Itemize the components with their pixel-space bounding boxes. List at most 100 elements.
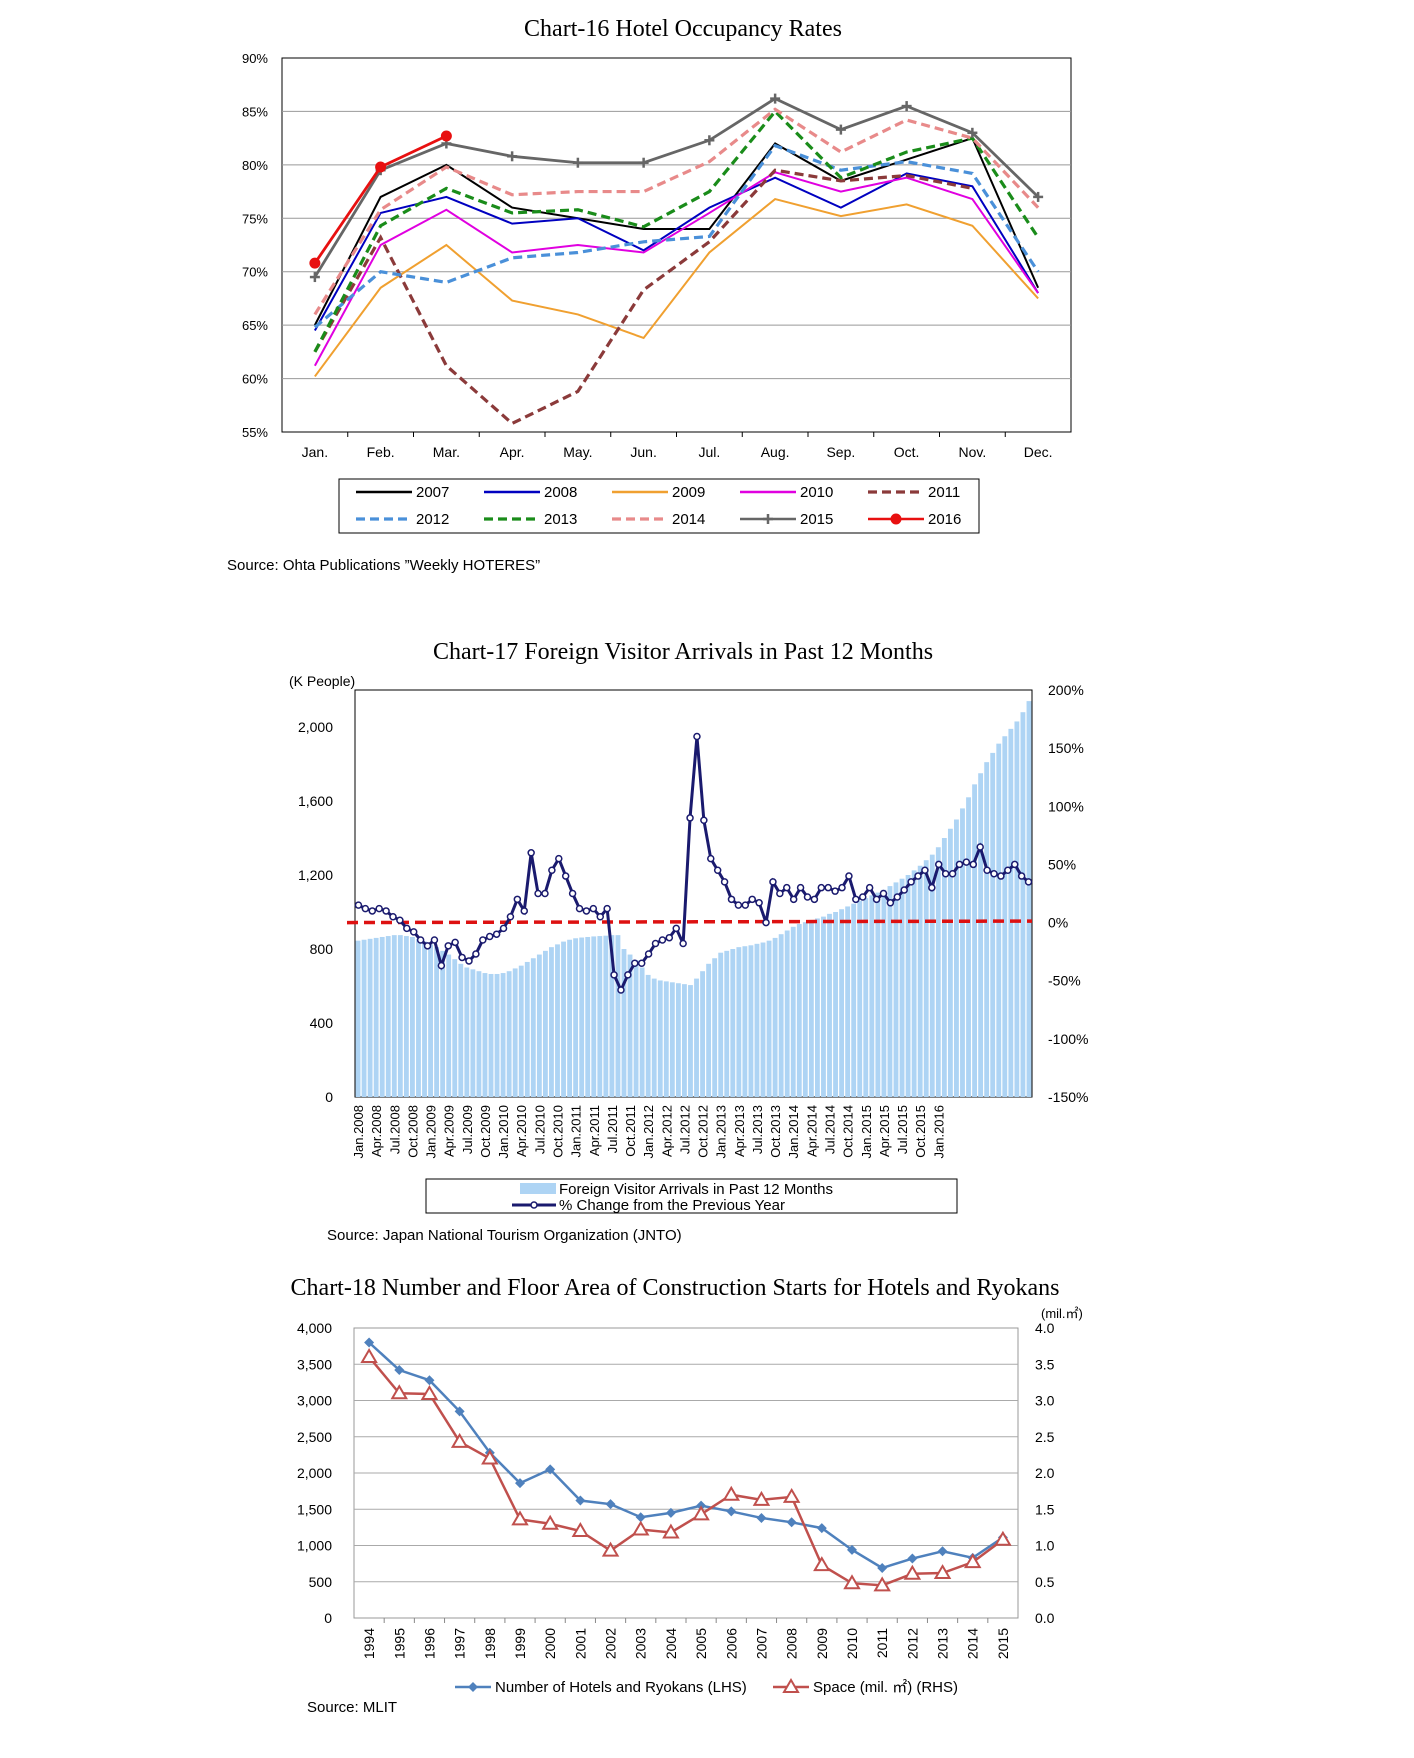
chart-17-bar	[591, 936, 597, 1097]
chart-18-x-tick-label: 2005	[693, 1628, 709, 1659]
chart-17-data-point	[541, 889, 549, 898]
chart-17-data-point	[472, 950, 480, 958]
chart-18-right-tick-label: 3.5	[1035, 1356, 1055, 1372]
chart-17-data-point	[769, 878, 777, 886]
chart-17-bar	[766, 940, 772, 1097]
chart-17-bar	[700, 971, 705, 1097]
chart-17-data-point	[810, 895, 819, 904]
chart-17-bar	[482, 973, 488, 1097]
chart-17-bar	[403, 936, 409, 1097]
chart-17-bar	[772, 937, 778, 1097]
chart-16-x-tick-label: Jun.	[630, 444, 656, 460]
chart-18-data-point	[816, 1523, 827, 1534]
chart-18-data-point	[450, 1432, 469, 1448]
chart-17-data-point	[859, 893, 867, 901]
chart-17-bar	[857, 900, 863, 1097]
chart-17-data-point	[561, 872, 570, 880]
chart-17-bar	[978, 773, 984, 1097]
chart-16-data-point	[770, 93, 781, 104]
chart-16-legend-label: 2009	[672, 484, 705, 501]
chart-17-bar	[530, 958, 536, 1097]
chart-16-legend	[338, 478, 980, 534]
chart-16-data-point	[967, 127, 978, 138]
chart-17-bar	[833, 912, 838, 1097]
chart-18-x-tick-label: 2002	[603, 1628, 619, 1659]
chart-18-x-tick-label: 1994	[361, 1628, 377, 1659]
chart-17-data-point	[796, 883, 805, 892]
chart-18-data-point	[726, 1506, 737, 1517]
chart-17-data-point	[658, 936, 667, 944]
chart-17-bar	[621, 949, 627, 1097]
chart-17-legend	[425, 1178, 958, 1214]
chart-17-bar	[597, 936, 603, 1097]
chart-16-legend-label: 2013	[544, 511, 577, 528]
chart-16-data-point	[507, 151, 518, 162]
chart-17-data-point	[354, 901, 363, 909]
chart-16-y-tick-label: 85%	[242, 104, 268, 119]
chart-17-data-point	[962, 858, 971, 866]
chart-17-data-point	[783, 883, 791, 892]
chart-17-x-tick-label: Apr.2008	[369, 1105, 384, 1157]
chart-17-bar	[947, 828, 953, 1097]
chart-17-data-point	[976, 843, 984, 851]
chart-17-x-tick-label: Apr.2015	[877, 1105, 892, 1157]
chart-16-legend-label: 2012	[416, 511, 449, 528]
chart-17-bar	[361, 939, 367, 1097]
chart-17-bar	[796, 924, 802, 1097]
chart-17-data-point	[1017, 872, 1026, 880]
chart-17-data-point	[382, 907, 390, 915]
chart-17-x-tick-label: Jan.2011	[569, 1105, 584, 1158]
chart-17-x-tick-label: Oct.2012	[696, 1105, 711, 1158]
chart-18-x-tick-label: 1997	[452, 1628, 468, 1659]
chart-17-x-tick-label: Oct.2013	[768, 1105, 783, 1158]
chart-18-right-tick-label: 0.0	[1035, 1610, 1055, 1626]
chart-17-left-tick-label: 800	[310, 941, 334, 957]
chart-16-series-line	[313, 107, 1040, 316]
chart-17-bar	[458, 963, 464, 1097]
chart-17-bar	[821, 916, 826, 1097]
chart-17-data-point	[361, 904, 370, 913]
chart-18-data-point	[575, 1495, 586, 1506]
chart-17-data-point	[948, 869, 957, 878]
chart-17-legend-line-label: % Change from the Previous Year	[559, 1197, 785, 1214]
chart-17-right-tick-label: -50%	[1048, 973, 1081, 989]
chart-16-legend-label: 2015	[800, 511, 833, 528]
chart-17-zero-line	[346, 919, 1033, 925]
chart-17-x-tick-label: Jan.2015	[859, 1105, 874, 1159]
chart-17-bar	[724, 950, 730, 1097]
chart-17-bar	[851, 903, 857, 1097]
chart-18-data-point	[994, 1530, 1012, 1546]
chart-17-bar	[1008, 728, 1014, 1097]
chart-17-bar	[579, 937, 585, 1097]
chart-17-data-point	[409, 928, 418, 936]
chart-17-bar	[718, 952, 724, 1097]
chart-17-data-point	[1024, 878, 1033, 886]
chart-17-bar	[397, 935, 403, 1097]
chart-17-x-tick-label: Apr.2013	[732, 1105, 747, 1157]
chart-17-x-tick-label: Jan.2010	[496, 1105, 511, 1159]
chart-18-data-point	[662, 1523, 680, 1539]
chart-17-data-point	[831, 887, 839, 895]
chart-18-data-point	[420, 1384, 439, 1400]
chart-17-right-tick-label: 50%	[1048, 856, 1076, 872]
chart-17-data-point	[934, 860, 943, 869]
chart-18-data-point	[390, 1384, 409, 1400]
chart-17-data-point	[375, 904, 383, 913]
chart-17-data-point	[886, 899, 895, 907]
chart-17-right-tick-label: 0%	[1048, 915, 1068, 931]
chart-17-x-tick-label: Jan.2008	[351, 1105, 366, 1159]
chart-18-left-tick-label: 3,000	[297, 1393, 332, 1409]
chart-17-bar	[887, 886, 893, 1097]
chart-16-y-tick-label: 80%	[242, 158, 268, 173]
chart-17-bar	[573, 938, 579, 1097]
chart-17-x-tick-label: Oct.2015	[913, 1105, 928, 1158]
chart-18-x-tick-label: 2009	[814, 1628, 830, 1659]
chart-17-bar	[609, 935, 615, 1097]
chart-17-bar	[706, 963, 712, 1097]
chart-17-data-point	[520, 907, 528, 915]
chart-17-bar	[1014, 721, 1020, 1097]
chart-16-y-tick-label: 90%	[242, 51, 268, 66]
chart-17-data-point	[789, 895, 798, 904]
chart-17-data-point	[437, 961, 446, 970]
chart-18-data-point	[424, 1375, 435, 1386]
